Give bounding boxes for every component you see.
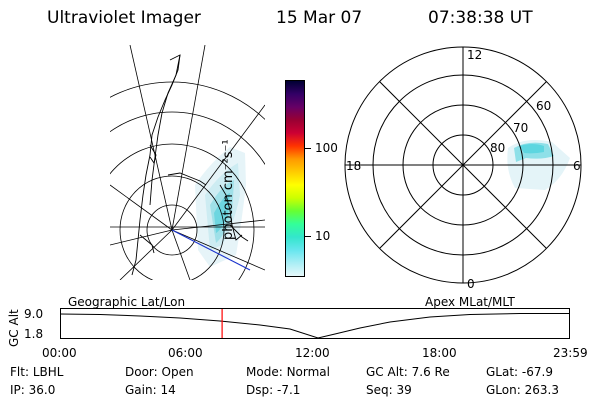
colorbar-tick-10: 10: [315, 229, 331, 243]
info-seq: Seq: 39: [366, 383, 412, 397]
lat-label-60: 60: [536, 99, 551, 113]
timeline-axis-label: GC Alt: [7, 309, 21, 347]
left-panel-label: Geographic Lat/Lon: [68, 295, 186, 309]
colorbar-tick-100: 100: [315, 141, 338, 155]
terminator-line: [171, 229, 251, 271]
lat-label-70: 70: [513, 121, 528, 135]
timeline-xtick-1200: 12:00: [295, 346, 330, 360]
info-glat: GLat: -67.9: [486, 365, 553, 379]
polar-mlt-plot: 12 18 6 0 60 70 80: [344, 46, 582, 290]
aurora-emission-geo: [195, 147, 246, 267]
info-dsp: Dsp: -7.1: [246, 383, 301, 397]
timeline-xtick-0600: 06:00: [168, 346, 203, 360]
mlt-label-6: 6: [573, 159, 581, 173]
timeline-xtick-2359: 23:59: [553, 346, 588, 360]
info-glon: GLon: 263.3: [486, 383, 559, 397]
right-panel-label: Apex MLat/MLT: [425, 295, 515, 309]
coastlines: [131, 54, 249, 276]
info-flt: Flt: LBHL: [10, 365, 64, 379]
time-label: 07:38:38 UT: [428, 8, 533, 28]
timeline-xtick-0000: 00:00: [42, 346, 77, 360]
app-title: Ultraviolet Imager: [47, 8, 201, 28]
geographic-map-panel: [110, 45, 265, 280]
mlt-label-18: 18: [346, 159, 361, 173]
latitude-grid: [110, 81, 265, 280]
color-bar: [285, 80, 305, 277]
mlt-label-0: 0: [467, 277, 475, 290]
info-door: Door: Open: [125, 365, 194, 379]
colorbar-unit-label: photon cm⁻²s⁻¹: [221, 139, 236, 240]
info-gain: Gain: 14: [125, 383, 176, 397]
info-ip: IP: 36.0: [10, 383, 56, 397]
longitude-grid: [110, 45, 265, 280]
mlt-label-12: 12: [467, 48, 482, 62]
date-label: 15 Mar 07: [276, 8, 363, 28]
orbit-timeline: [60, 308, 570, 339]
timeline-ytick-bottom: 1.8: [24, 327, 44, 341]
altitude-curve: [60, 313, 569, 339]
info-gc-alt: GC Alt: 7.6 Re: [366, 365, 450, 379]
timeline-ytick-top: 9.0: [24, 307, 44, 321]
lat-label-80: 80: [490, 141, 505, 155]
timeline-xtick-1800: 18:00: [422, 346, 457, 360]
info-mode: Mode: Normal: [246, 365, 330, 379]
